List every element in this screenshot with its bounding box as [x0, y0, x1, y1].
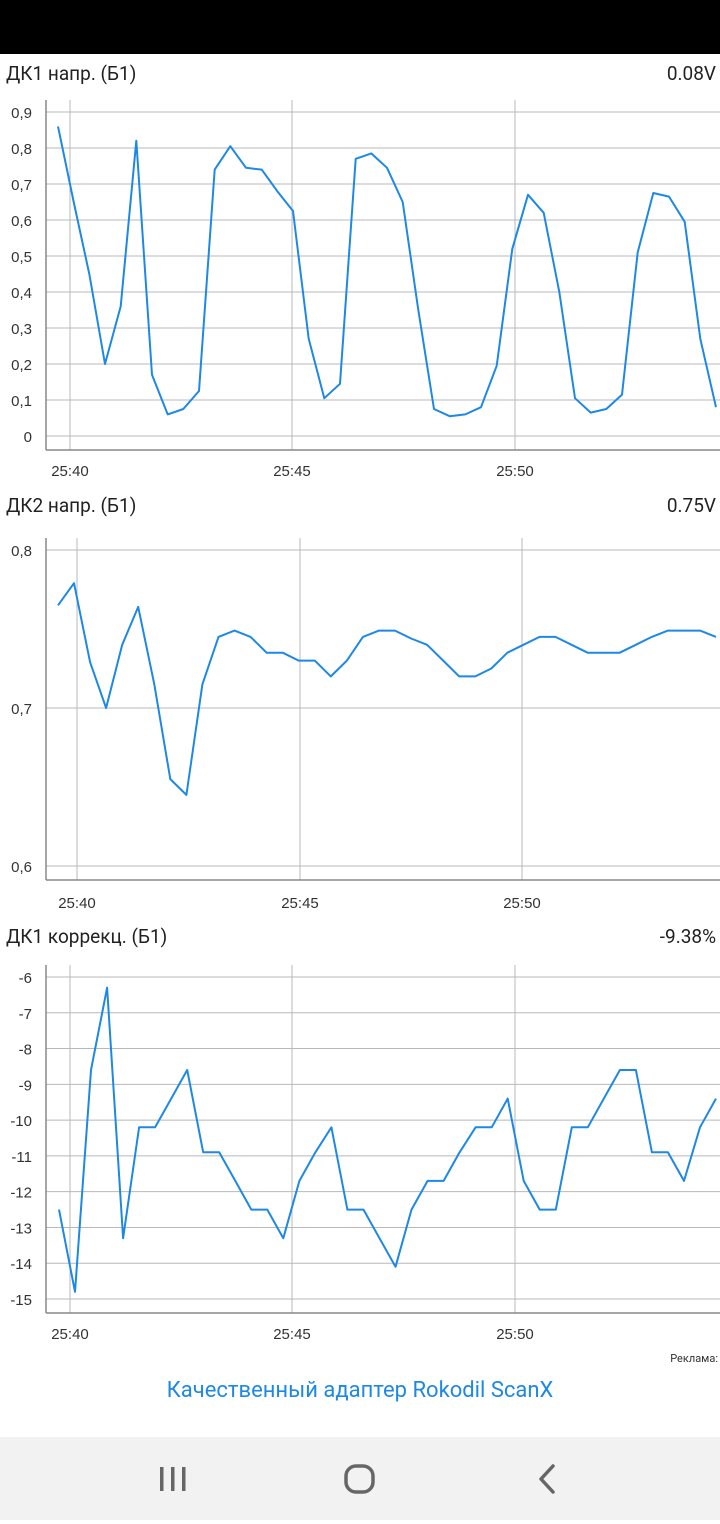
y-tick-label: 0,6 — [11, 213, 32, 230]
chart-title: ДК1 коррекц. (Б1) — [6, 925, 168, 948]
y-tick-label: 0,8 — [11, 141, 32, 158]
ad-banner-link[interactable]: Качественный адаптер Rokodil ScanX — [166, 1378, 554, 1403]
current-value: 0.08V — [666, 62, 716, 85]
y-tick-label: -9 — [19, 1077, 32, 1094]
y-tick-label: 0,7 — [11, 701, 32, 718]
chart-dk1-voltage[interactable]: 0 0,1 0,2 0,3 0,4 0,5 0,6 0,7 0,8 0,9 25:40 25:45 25… — [0, 94, 720, 490]
current-value: -9.38% — [659, 925, 716, 948]
back-icon — [539, 1464, 555, 1494]
chart-dk1-correction[interactable]: -15 -14 -13 -12 -11 -10 -9 -8 -7 -6 25:40 25:45 25:5… — [0, 957, 720, 1352]
series-line — [57, 126, 717, 418]
x-tick-label: 25:45 — [273, 1326, 311, 1343]
x-tick-label: 25:40 — [58, 895, 96, 912]
y-tick-label: 0,6 — [11, 859, 32, 876]
series-line — [58, 986, 717, 1293]
x-tick-label: 25:50 — [503, 895, 541, 912]
y-tick-label: -7 — [19, 1006, 32, 1023]
home-button[interactable] — [300, 1437, 420, 1520]
y-tick-label: 0,2 — [11, 357, 32, 374]
back-button[interactable] — [487, 1437, 607, 1520]
x-tick-label: 25:40 — [51, 463, 89, 480]
y-tick-label: -14 — [10, 1256, 32, 1273]
chart-title: ДК1 напр. (Б1) — [6, 62, 137, 85]
y-tick-label: -11 — [11, 1149, 32, 1166]
ad-label: Реклама: — [670, 1352, 718, 1365]
y-tick-label: 0 — [24, 429, 32, 446]
x-tick-label: 25:50 — [496, 463, 534, 480]
y-tick-label: -8 — [19, 1042, 32, 1059]
home-icon — [344, 1464, 375, 1494]
y-tick-label: -15 — [10, 1292, 32, 1309]
navigation-bar — [0, 1437, 720, 1520]
y-tick-label: -10 — [10, 1113, 32, 1130]
y-tick-label: 0,3 — [11, 321, 32, 338]
y-tick-label: 0,7 — [11, 177, 32, 194]
x-tick-label: 25:40 — [51, 1326, 89, 1343]
y-tick-label: -12 — [10, 1185, 32, 1202]
recent-apps-button[interactable] — [113, 1437, 233, 1520]
y-tick-label: -6 — [19, 970, 32, 987]
x-tick-label: 25:45 — [281, 895, 319, 912]
chart-dk2-voltage[interactable]: 0,6 0,7 0,8 25:40 25:45 25:50 — [0, 526, 720, 920]
y-tick-label: 0,8 — [11, 543, 32, 560]
current-value: 0.75V — [666, 494, 716, 517]
recent-apps-icon — [160, 1467, 186, 1491]
y-tick-label: 0,4 — [11, 285, 32, 302]
status-bar — [0, 0, 720, 54]
y-tick-label: 0,9 — [11, 105, 32, 122]
y-tick-label: -13 — [10, 1220, 32, 1237]
x-tick-label: 25:50 — [496, 1326, 534, 1343]
y-tick-label: 0,5 — [11, 249, 32, 266]
x-tick-label: 25:45 — [273, 463, 311, 480]
series-line — [57, 582, 717, 796]
y-tick-label: 0,1 — [11, 393, 32, 410]
chart-title: ДК2 напр. (Б1) — [6, 494, 137, 517]
